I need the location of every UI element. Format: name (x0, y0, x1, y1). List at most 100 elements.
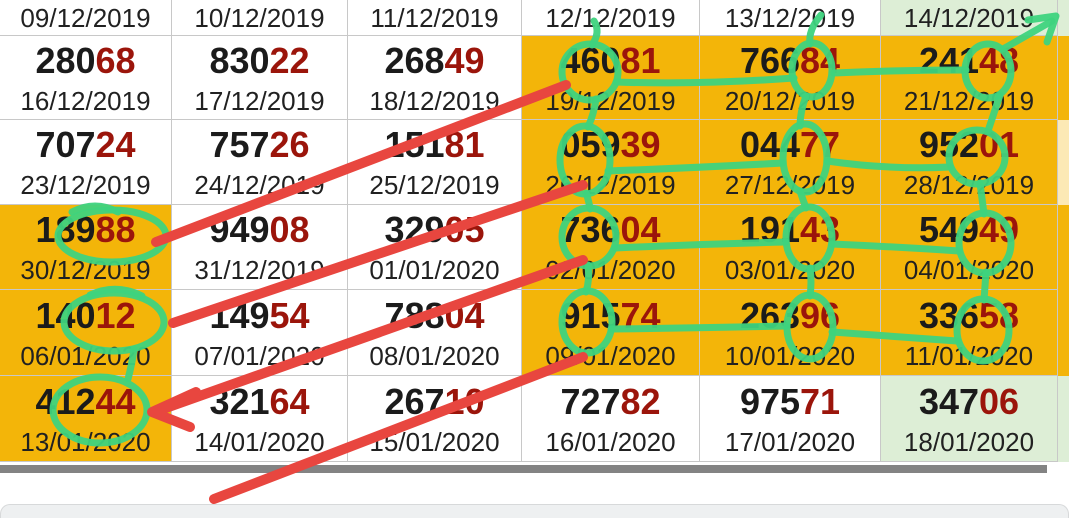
cell-date: 13/01/2020 (20, 426, 151, 457)
cell-date: 03/01/2020 (724, 255, 856, 285)
cell-number-red-digits: 54 (269, 294, 310, 336)
header-date-cell: 10/12/2019 (172, 0, 348, 36)
result-cell: 78804 08/01/2020 (348, 290, 522, 376)
cell-number: 14954 (209, 294, 310, 336)
cell-number-red-digits: 49 (979, 209, 1020, 250)
result-cell: 41244 13/01/2020 (0, 376, 172, 462)
cell-number-red-digits: 88 (95, 209, 136, 250)
cell-number: 94908 (209, 209, 310, 250)
cell-date: 15/01/2020 (369, 426, 500, 457)
cell-number: 15181 (384, 124, 485, 165)
cell-number: 78804 (384, 294, 485, 336)
cell-date: 21/12/2019 (903, 85, 1035, 116)
cell-date: 30/12/2019 (20, 255, 151, 285)
result-cell: 72782 16/01/2020 (522, 376, 700, 462)
cell-number: 83022 (209, 39, 310, 81)
result-cell: 75726 24/12/2019 (172, 120, 348, 205)
sliver-cell (1058, 120, 1069, 205)
cell-date: 02/01/2020 (545, 255, 676, 285)
result-cell: 76684 20/12/2019 (700, 36, 881, 120)
cell-number: 32164 (209, 380, 310, 422)
cell-number: 72782 (560, 380, 661, 422)
cell-number-red-digits: 22 (269, 39, 310, 81)
cell-number-red-digits: 10 (444, 380, 485, 422)
cell-number-red-digits: 04 (444, 294, 485, 336)
footer-panel (0, 504, 1069, 518)
cell-date: 18/12/2019 (369, 85, 500, 116)
sliver-cell (1058, 290, 1069, 376)
cell-number-red-digits: 77 (800, 124, 841, 165)
cell-date: 10/12/2019 (194, 2, 325, 33)
cell-number-red-digits: 71 (800, 380, 841, 422)
result-cell: 15181 25/12/2019 (348, 120, 522, 205)
cell-date: 25/12/2019 (369, 170, 500, 200)
cell-number-red-digits: 96 (800, 294, 841, 336)
cell-number: 70724 (35, 124, 136, 165)
right-edge-sliver (1058, 0, 1069, 462)
cell-date: 01/01/2020 (369, 255, 500, 285)
cell-date: 06/01/2020 (20, 340, 151, 371)
cell-number-red-digits: 39 (620, 124, 661, 165)
result-cell: 70724 23/12/2019 (0, 120, 172, 205)
table-bottom-bar (0, 465, 1047, 473)
cell-date: 16/12/2019 (20, 85, 151, 116)
result-cell: 28068 16/12/2019 (0, 36, 172, 120)
result-cell: 54949 04/01/2020 (881, 205, 1058, 290)
cell-number-red-digits: 49 (444, 39, 485, 81)
cell-number: 24148 (918, 39, 1020, 81)
result-cell: 83022 17/12/2019 (172, 36, 348, 120)
cell-number: 46081 (560, 39, 661, 81)
cell-number: 28068 (35, 39, 136, 81)
cell-number: 41244 (35, 380, 136, 422)
cell-number-red-digits: 04 (620, 209, 661, 250)
header-date-cell: 14/12/2019 (881, 0, 1058, 36)
results-table: 09/12/2019 10/12/2019 11/12/2019 12/12/2019… (0, 0, 1058, 462)
header-date-cell: 09/12/2019 (0, 0, 172, 36)
header-date-cell: 11/12/2019 (348, 0, 522, 36)
cell-number: 95201 (918, 124, 1020, 165)
cell-number-red-digits: 84 (800, 39, 841, 81)
cell-date: 11/12/2019 (370, 2, 499, 33)
result-cell: 26396 10/01/2020 (700, 290, 881, 376)
cell-date: 09/01/2020 (545, 340, 676, 371)
cell-number: 14012 (35, 294, 136, 336)
cell-number: 76684 (739, 39, 841, 81)
result-cell: 73604 02/01/2020 (522, 205, 700, 290)
sliver-cell (1058, 36, 1069, 120)
cell-number: 97571 (739, 380, 841, 422)
cell-date: 16/01/2020 (545, 426, 676, 457)
result-cell: 33658 11/01/2020 (881, 290, 1058, 376)
cell-number: 73604 (560, 209, 661, 250)
result-cell: 26710 15/01/2020 (348, 376, 522, 462)
cell-number-red-digits: 68 (95, 39, 136, 81)
cell-date: 20/12/2019 (724, 85, 856, 116)
result-cell: 32164 14/01/2020 (172, 376, 348, 462)
cell-number: 75726 (209, 124, 310, 165)
result-cell: 94908 31/12/2019 (172, 205, 348, 290)
cell-date: 14/12/2019 (903, 2, 1035, 33)
cell-date: 12/12/2019 (545, 2, 676, 33)
cell-number-red-digits: 44 (95, 380, 136, 422)
cell-number: 32905 (384, 209, 485, 250)
result-cell: 04477 27/12/2019 (700, 120, 881, 205)
result-cell: 91574 09/01/2020 (522, 290, 700, 376)
result-cell: 26849 18/12/2019 (348, 36, 522, 120)
cell-number-red-digits: 24 (95, 124, 136, 165)
cell-number: 91574 (560, 294, 661, 336)
cell-date: 11/01/2020 (904, 340, 1034, 371)
sliver-cell (1058, 0, 1069, 36)
cell-date: 18/01/2020 (903, 426, 1035, 457)
result-cell: 46081 19/12/2019 (522, 36, 700, 120)
result-cell: 34706 18/01/2020 (881, 376, 1058, 462)
cell-number: 33658 (918, 294, 1020, 336)
cell-number-red-digits: 82 (620, 380, 661, 422)
result-cell: 18988 30/12/2019 (0, 205, 172, 290)
header-date-cell: 13/12/2019 (700, 0, 881, 36)
cell-date: 17/01/2020 (724, 426, 856, 457)
cell-date: 14/01/2020 (194, 426, 325, 457)
cell-number: 18988 (35, 209, 136, 250)
cell-date: 24/12/2019 (194, 170, 325, 200)
cell-number-red-digits: 74 (620, 294, 661, 336)
cell-number: 26396 (739, 294, 841, 336)
result-cell: 14012 06/01/2020 (0, 290, 172, 376)
